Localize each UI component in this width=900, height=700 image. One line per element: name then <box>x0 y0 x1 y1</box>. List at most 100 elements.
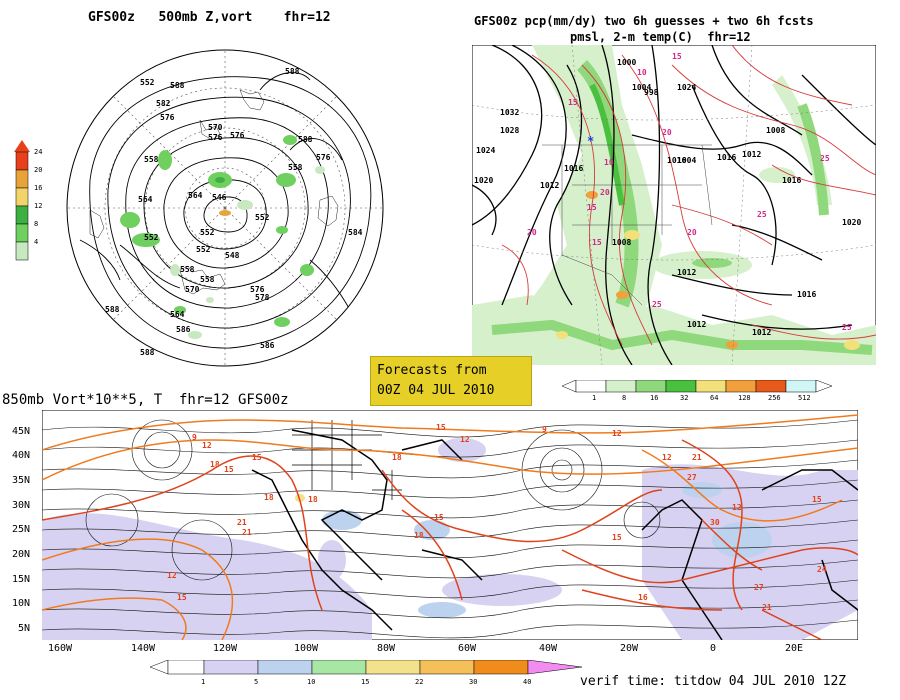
contour-label: 586 <box>260 341 275 350</box>
lon-tick: 140W <box>131 643 156 654</box>
vort-colorbar-swatch <box>311 660 367 675</box>
isobar-label: 1024 <box>677 83 696 92</box>
temp-label: 12 <box>460 435 470 444</box>
vort-colorbar-arrow-right <box>527 660 583 675</box>
vort-colorbar-tick: 30 <box>469 678 477 686</box>
temp-label: 20 <box>687 228 697 237</box>
contour-label: 552 <box>140 78 155 87</box>
precip-colorbar-tick: 256 <box>768 394 781 402</box>
precip-colorbar-arrow-right <box>815 380 833 393</box>
contour-label: 576 <box>160 113 175 122</box>
polar-colorbar-swatch <box>15 223 29 243</box>
isobar-label: 1020 <box>474 176 493 185</box>
isobar-label: 1020 <box>842 218 861 227</box>
vort-colorbar-arrow-left <box>150 660 169 675</box>
contour-label: 552 <box>255 213 270 222</box>
vort-panel-title: 850mb Vort*10**5, T fhr=12 GFS00z <box>2 392 289 408</box>
vort-temp-contours <box>42 414 858 640</box>
contour-label: 588 <box>170 81 185 90</box>
vort-coastlines <box>251 429 858 640</box>
precip-colorbar: 1 8 16 32 64 128 256 512 <box>562 380 833 402</box>
lat-tick: 30N <box>12 500 31 511</box>
contour-label: 552 <box>196 245 211 254</box>
temp-label: 15 <box>252 453 262 462</box>
isobar-label: 1016 <box>717 153 736 162</box>
vort-colorbar-swatch <box>365 660 421 675</box>
precip-panel-title-line1: GFS00z pcp(mm/dy) two 6h guesses + two 6… <box>474 14 814 28</box>
vort-colorbar-tick: 22 <box>415 678 423 686</box>
temp-label: 20 <box>527 228 537 237</box>
precip-colorbar-swatch <box>605 380 637 393</box>
temp-label: 15 <box>592 238 602 247</box>
lon-tick: 0 <box>710 643 717 654</box>
contour-label: 558 <box>144 155 159 164</box>
precip-colorbar-tick: 64 <box>710 394 718 402</box>
lon-tick: 120W <box>213 643 238 654</box>
lat-tick: 35N <box>12 475 31 486</box>
isobar-label: 1016 <box>797 290 816 299</box>
lon-tick: 20E <box>785 643 804 654</box>
isobar-label: 1028 <box>500 126 519 135</box>
isobar-label: 1016 <box>667 156 686 165</box>
vort-colorbar-swatch <box>203 660 259 675</box>
contour-label: 558 <box>180 265 195 274</box>
polar-colorbar-swatch <box>15 187 29 207</box>
precip-colorbar-tick: 32 <box>680 394 688 402</box>
precip-colorbar-swatch <box>785 380 817 393</box>
isobar-label: 1004 <box>677 156 696 165</box>
temp-label: 21 <box>692 453 702 462</box>
precip-colorbar-tick: 1 <box>592 394 596 402</box>
temp-label: 21 <box>762 603 772 612</box>
isobar-label: 1012 <box>687 320 706 329</box>
precip-colorbar-tick: 8 <box>622 394 626 402</box>
polar-map-contents <box>67 50 383 366</box>
polar-colorbar-swatch <box>15 241 29 261</box>
contour-label: 576 <box>250 285 265 294</box>
precip-panel-title-line2: pmsl, 2-m temp(C) fhr=12 <box>570 30 751 44</box>
contour-label: 546 <box>212 193 227 202</box>
forecast-info-box: Forecasts from 00Z 04 JUL 2010 <box>370 356 532 406</box>
lon-tick: 80W <box>377 643 396 654</box>
vort-colorbar: 1 5 10 15 22 30 40 <box>150 660 583 686</box>
precip-colorbar-swatch <box>575 380 607 393</box>
contour-label: 588 <box>140 348 155 357</box>
temp-label: 24 <box>817 565 827 574</box>
polar-colorbar-swatch <box>15 169 29 189</box>
temp-label: 10 <box>637 68 647 77</box>
vorticity-shading <box>120 135 325 339</box>
temp-label: 12 <box>732 503 742 512</box>
contour-label: 570 <box>185 285 200 294</box>
polar-colorbar-tick: 20 <box>34 166 42 174</box>
contour-label: 552 <box>200 228 215 237</box>
isobar-label: 998 <box>644 88 659 97</box>
contour-label: 582 <box>156 99 171 108</box>
temp-label: 15 <box>436 423 446 432</box>
polar-panel-title: GFS00z 500mb Z,vort fhr=12 <box>88 10 331 25</box>
isobar-label: 1024 <box>476 146 495 155</box>
temp-label: 18 <box>414 531 424 540</box>
temp-label: 15 <box>672 52 682 61</box>
temp-label: 20 <box>600 188 610 197</box>
precip-pmsl-map: * 1032 1028 1024 1020 1016 1012 1008 100… <box>472 45 876 365</box>
temp-label: 21 <box>242 528 252 537</box>
temp-label: 15 <box>224 465 234 474</box>
isobar-label: 1004 <box>632 83 651 92</box>
temp-label: 9 <box>192 433 197 442</box>
temp-label: 18 <box>308 495 318 504</box>
polar-colorbar-swatch <box>15 205 29 225</box>
isobar-label: 1012 <box>677 268 696 277</box>
lat-tick: 40N <box>12 450 31 461</box>
contour-label: 564 <box>188 191 203 200</box>
low-pressure-marker: * <box>587 134 594 148</box>
temp-label: 12 <box>662 453 672 462</box>
lon-tick: 60W <box>458 643 477 654</box>
isobar-label: 1012 <box>540 181 559 190</box>
polar-contour-labels: 552 588 588 582 576 570 576 558 576 588 … <box>105 67 363 357</box>
vort-colorbar-tick: 10 <box>307 678 315 686</box>
vort-colorbar-tick: 40 <box>523 678 531 686</box>
lat-tick: 20N <box>12 549 31 560</box>
temp-label: 25 <box>820 154 830 163</box>
temp-label: 15 <box>568 98 578 107</box>
precip-colorbar-swatch <box>695 380 727 393</box>
temp-label: 15 <box>812 495 822 504</box>
